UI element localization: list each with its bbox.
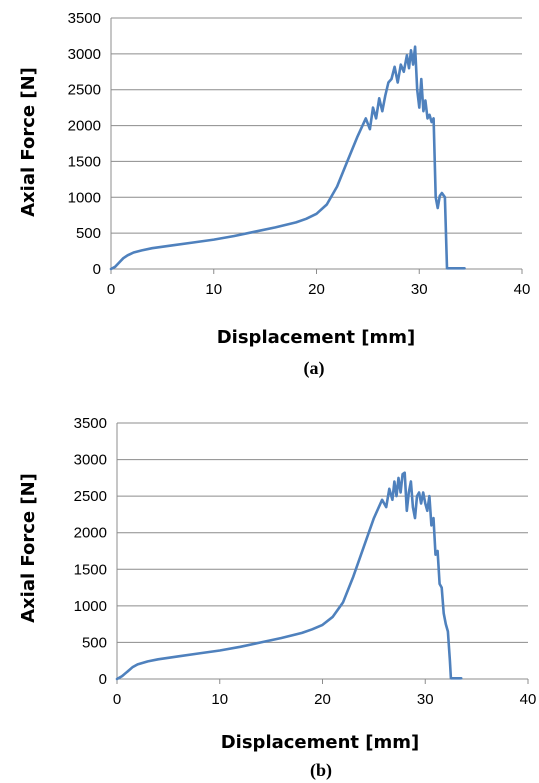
chart-b-y-tick-label: 2000 (74, 525, 107, 542)
chart-a-ticks: 0 500 1000 1500 2000 2500 3000 3500 0 10 20 30 40 (68, 10, 531, 298)
chart-a-x-tick-label: 40 (514, 281, 531, 298)
chart-a-series-line (109, 45, 466, 271)
chart-b-x-tick-label: 10 (211, 691, 228, 708)
chart-a-y-tick-label: 1500 (68, 153, 101, 170)
chart-a-caption: (a) (304, 358, 325, 379)
chart-a-gridlines (110, 17, 523, 274)
chart-b-series-line (115, 471, 463, 681)
chart-b-plot-area (115, 471, 463, 681)
chart-b-y-tick-label: 3500 (74, 415, 107, 432)
chart-a-y-tick-label: 2000 (68, 118, 101, 135)
chart-b-y-tick-label: 0 (99, 671, 107, 688)
chart-a-y-tick-label: 1000 (68, 189, 101, 206)
chart-b-x-tick-label: 20 (314, 691, 331, 708)
chart-b-y-axis-title: Axial Force [N] (18, 473, 39, 623)
chart-a-y-tick-label: 0 (93, 261, 101, 278)
chart-a-y-tick-label: 3500 (68, 10, 101, 27)
chart-b-gridlines (116, 422, 529, 684)
chart-b-y-tick-label: 500 (82, 634, 107, 651)
chart-b-y-tick-label: 1500 (74, 561, 107, 578)
chart-b-x-tick-label: 40 (520, 691, 537, 708)
chart-a-y-tick-label: 500 (76, 225, 101, 242)
chart-a-x-tick-label: 0 (107, 281, 115, 298)
chart-b-ticks: 0 500 1000 1500 2000 2500 3000 3500 0 10 20 30 40 (74, 415, 537, 708)
chart-b-x-tick-label: 30 (417, 691, 434, 708)
chart-b-y-tick-label: 2500 (74, 488, 107, 505)
chart-a-x-tick-label: 10 (205, 281, 222, 298)
chart-b-caption: (b) (310, 760, 332, 781)
chart-a-y-tick-label: 3000 (68, 46, 101, 63)
chart-a-x-tick-label: 20 (308, 281, 325, 298)
chart-b-x-axis-title: Displacement [mm] (221, 732, 420, 753)
chart-b-x-tick-label: 0 (113, 691, 121, 708)
chart-a-x-tick-label: 30 (411, 281, 428, 298)
chart-a: 0 500 1000 1500 2000 2500 3000 3500 0 10 20 30 40 Di… (18, 10, 530, 379)
chart-b-y-tick-label: 3000 (74, 452, 107, 469)
chart-a-plot-area (109, 45, 466, 271)
chart-a-y-tick-label: 2500 (68, 82, 101, 99)
chart-b: 0 500 1000 1500 2000 2500 3000 3500 0 10 20 30 40 Di… (18, 415, 536, 781)
chart-a-x-axis-title: Displacement [mm] (217, 327, 416, 348)
chart-a-y-axis-title: Axial Force [N] (18, 67, 39, 217)
chart-b-y-tick-label: 1000 (74, 598, 107, 615)
